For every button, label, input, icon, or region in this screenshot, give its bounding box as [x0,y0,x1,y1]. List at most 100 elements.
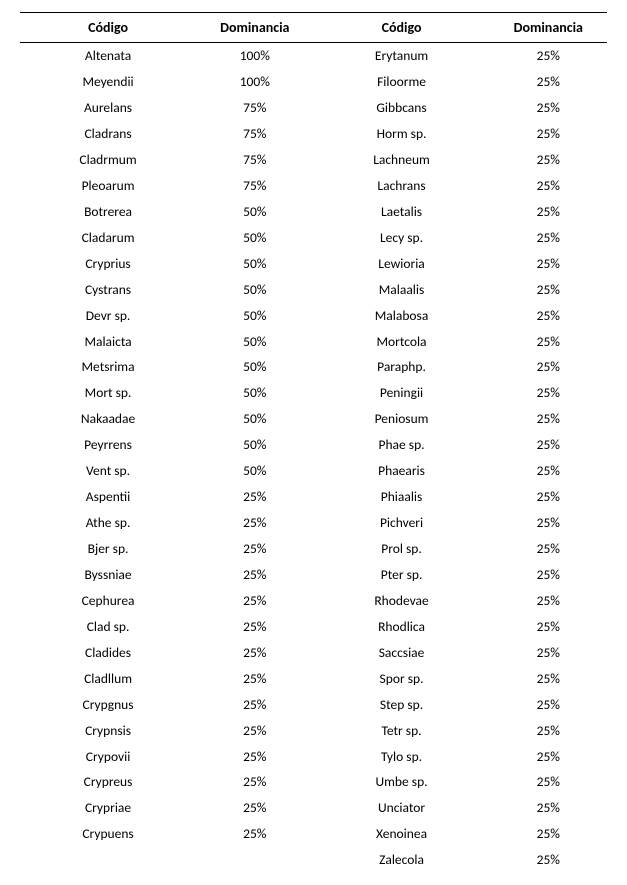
cell-codigo-left: Pleoarum [20,173,196,199]
cell-dominancia-left: 100% [196,43,313,69]
cell-codigo-right: Paraphp. [313,354,489,380]
cell-codigo-left: Bjer sp. [20,536,196,562]
cell-dominancia-left: 50% [196,380,313,406]
cell-dominancia-left: 50% [196,302,313,328]
table-row: Pleoarum75%Lachrans25% [20,173,607,199]
cell-codigo-left: Athe sp. [20,510,196,536]
cell-dominancia-right: 25% [490,691,607,717]
cell-codigo-left: Devr sp. [20,302,196,328]
table-row: Cephurea25%Rhodevae25% [20,588,607,614]
table-row: Cystrans50%Malaalis25% [20,276,607,302]
table-row: Cladides25%Saccsiae25% [20,640,607,666]
cell-codigo-left: Cystrans [20,276,196,302]
table-row: Peyrrens50%Phae sp.25% [20,432,607,458]
cell-codigo-right: Malaalis [313,276,489,302]
cell-codigo-left: Crypnsis [20,717,196,743]
table-row: Malaicta50%Mortcola25% [20,328,607,354]
table-row: Cladllum25%Spor sp.25% [20,666,607,692]
table-row: Meyendii100%Filoorme25% [20,69,607,95]
cell-dominancia-right: 25% [490,121,607,147]
cell-codigo-left: Cladrans [20,121,196,147]
cell-codigo-left: Clad sp. [20,614,196,640]
table-row: Mort sp.50%Peningii25% [20,380,607,406]
cell-codigo-right: Step sp. [313,691,489,717]
cell-dominancia-right: 25% [490,95,607,121]
cell-codigo-left: Vent sp. [20,458,196,484]
cell-dominancia-left: 25% [196,614,313,640]
table-row: Athe sp.25%Pichveri25% [20,510,607,536]
table-header-row: Código Dominancia Código Dominancia [20,13,607,43]
cell-dominancia-right: 25% [490,717,607,743]
table-body: Altenata100%Erytanum25%Meyendii100%Filoo… [20,43,607,874]
cell-dominancia-right: 25% [490,743,607,769]
cell-dominancia-left: 25% [196,588,313,614]
table-row: Crypgnus25%Step sp.25% [20,691,607,717]
cell-dominancia-left: 25% [196,795,313,821]
cell-dominancia-right: 25% [490,536,607,562]
cell-codigo-right: Phiaalis [313,484,489,510]
table-row: Zalecola25% [20,847,607,873]
table-row: Bjer sp.25%Prol sp.25% [20,536,607,562]
cell-codigo-right: Phaearis [313,458,489,484]
cell-dominancia-left: 50% [196,225,313,251]
cell-dominancia-left: 25% [196,666,313,692]
cell-codigo-right: Rhodlica [313,614,489,640]
cell-codigo-right: Erytanum [313,43,489,69]
cell-dominancia-right: 25% [490,328,607,354]
cell-dominancia-right: 25% [490,795,607,821]
cell-codigo-right: Saccsiae [313,640,489,666]
cell-dominancia-right: 25% [490,380,607,406]
cell-dominancia-right: 25% [490,354,607,380]
cell-dominancia-left: 25% [196,562,313,588]
cell-dominancia-right: 25% [490,510,607,536]
cell-dominancia-left: 50% [196,251,313,277]
cell-dominancia-left: 25% [196,769,313,795]
table-row: Crypuens25%Xenoinea25% [20,821,607,847]
table-row: Cryprius50%Lewioria25% [20,251,607,277]
table-row: Devr sp.50%Malabosa25% [20,302,607,328]
cell-codigo-left: Crypuens [20,821,196,847]
cell-codigo-right: Lecy sp. [313,225,489,251]
cell-codigo-left: Cladides [20,640,196,666]
cell-dominancia-left: 100% [196,69,313,95]
cell-dominancia-right: 25% [490,406,607,432]
cell-codigo-right: Malabosa [313,302,489,328]
cell-dominancia-left: 50% [196,406,313,432]
cell-dominancia-right: 25% [490,562,607,588]
cell-codigo-left: Botrerea [20,199,196,225]
table-row: Crypriae25%Unciator25% [20,795,607,821]
cell-codigo-right: Peniosum [313,406,489,432]
cell-dominancia-right: 25% [490,847,607,873]
cell-codigo-left: Crypreus [20,769,196,795]
cell-codigo-left: Cladllum [20,666,196,692]
cell-codigo-right: Laetalis [313,199,489,225]
cell-dominancia-left: 50% [196,432,313,458]
cell-codigo-left: Cladrmum [20,147,196,173]
cell-dominancia-right: 25% [490,251,607,277]
cell-codigo-right: Lachneum [313,147,489,173]
cell-dominancia-right: 25% [490,225,607,251]
cell-dominancia-left: 50% [196,458,313,484]
cell-dominancia-right: 25% [490,302,607,328]
cell-dominancia-left: 25% [196,640,313,666]
cell-dominancia-left: 25% [196,536,313,562]
table-row: Aspentii25%Phiaalis25% [20,484,607,510]
dominancia-table: Código Dominancia Código Dominancia Alte… [20,12,607,873]
cell-codigo-left: Peyrrens [20,432,196,458]
cell-dominancia-left: 25% [196,484,313,510]
cell-codigo-right: Zalecola [313,847,489,873]
cell-dominancia-left: 50% [196,354,313,380]
cell-codigo-right: Gibbcans [313,95,489,121]
cell-codigo-right: Umbe sp. [313,769,489,795]
table-row: Cladarum50%Lecy sp.25% [20,225,607,251]
table-row: Crypovii25%Tylo sp.25% [20,743,607,769]
cell-dominancia-left: 25% [196,717,313,743]
header-codigo-left: Código [20,13,196,43]
table-row: Vent sp.50%Phaearis25% [20,458,607,484]
cell-dominancia-left: 75% [196,95,313,121]
table-row: Metsrima50%Paraphp.25% [20,354,607,380]
cell-codigo-right: Prol sp. [313,536,489,562]
cell-codigo-left: Meyendii [20,69,196,95]
cell-dominancia-left: 25% [196,821,313,847]
cell-codigo-left: Cryprius [20,251,196,277]
